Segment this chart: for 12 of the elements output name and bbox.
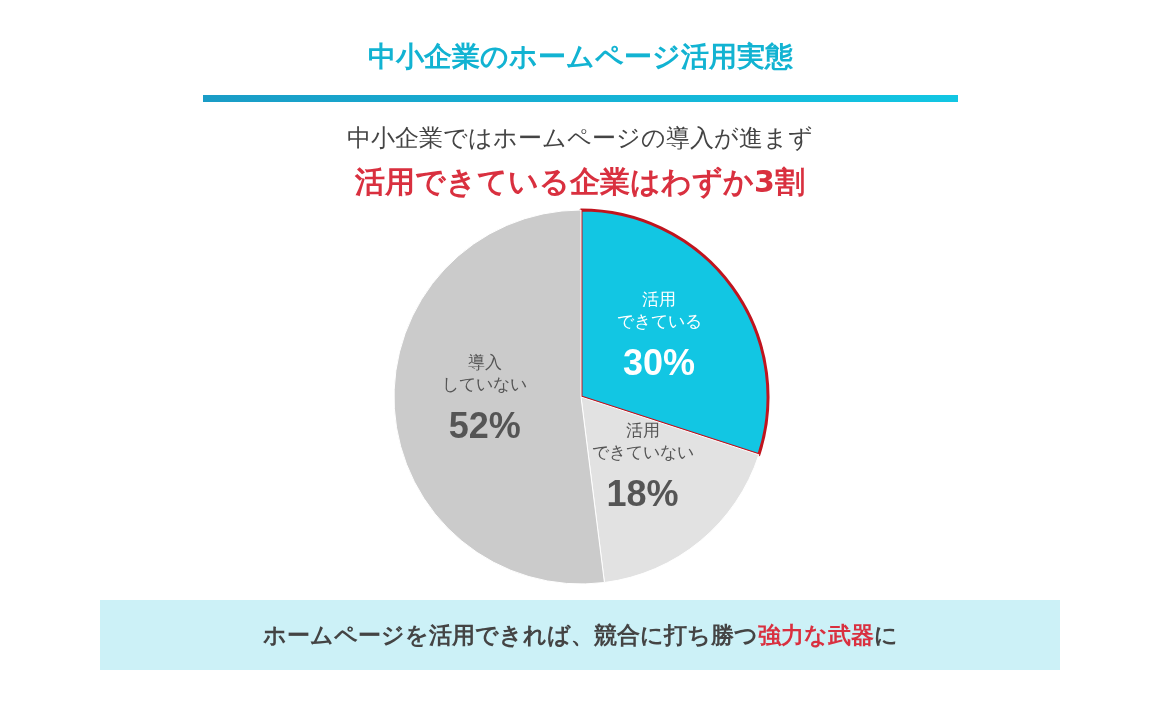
text: 強力な武器 bbox=[757, 622, 874, 648]
text: 活用できている企業はわずか3割 bbox=[354, 163, 806, 201]
text: に bbox=[873, 622, 898, 648]
data-label: 18% bbox=[606, 472, 679, 514]
slice-label: 活用できていない bbox=[591, 420, 694, 463]
data-label: 30% bbox=[623, 341, 696, 383]
slice-label: 活用できている bbox=[616, 289, 702, 332]
chart-title: 中小企業のホームページ活用実態 bbox=[366, 39, 794, 75]
chart-subtitle: 中小企業ではホームページの導入が進まず bbox=[346, 123, 814, 154]
text: ホームページを活用できれば、競合に打ち勝つ bbox=[262, 622, 758, 648]
slice-label: 導入していない bbox=[442, 352, 528, 395]
data-label: 52% bbox=[448, 404, 521, 446]
